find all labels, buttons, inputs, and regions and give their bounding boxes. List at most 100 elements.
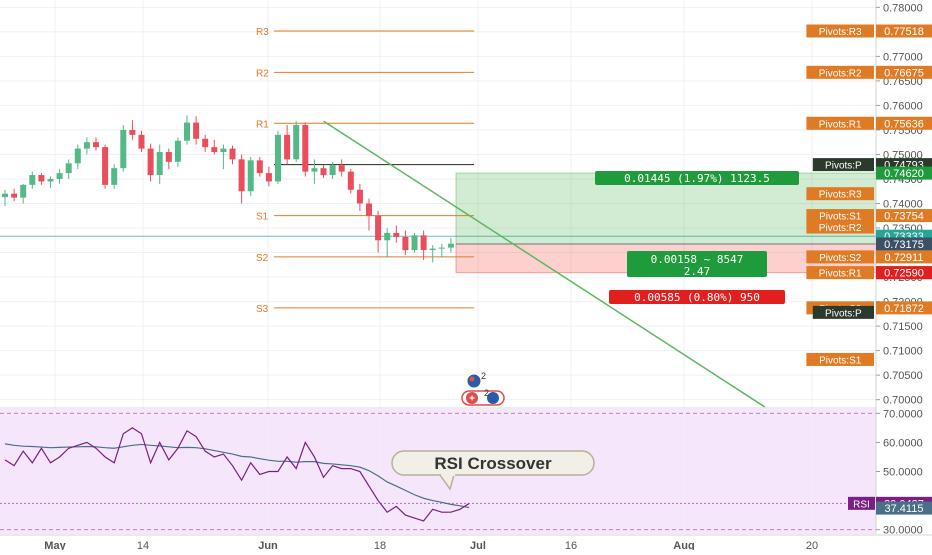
- pivot-name-tag-text: Pivots:R3: [819, 27, 862, 38]
- candle-body[interactable]: [384, 232, 391, 241]
- candle-body[interactable]: [165, 152, 172, 162]
- candle-body[interactable]: [29, 175, 36, 185]
- candle-body[interactable]: [74, 148, 81, 164]
- price-axis-label: 0.77000: [883, 51, 923, 63]
- flag-au-icon: [487, 392, 499, 404]
- pivot-name-tag-text: Pivots:S1: [819, 355, 862, 366]
- candle-body[interactable]: [420, 235, 427, 251]
- candle-body[interactable]: [65, 163, 72, 174]
- candle-body[interactable]: [256, 160, 263, 174]
- stop-label[interactable]: 0.00585 (0.80%) 950: [609, 290, 785, 304]
- candle-body[interactable]: [375, 215, 382, 241]
- price-axis-label: 0.71000: [883, 346, 923, 358]
- candle-body[interactable]: [275, 134, 281, 182]
- pivot-name-tag[interactable]: [806, 209, 874, 223]
- event-count: 2: [484, 388, 489, 398]
- candle-body[interactable]: [129, 129, 136, 135]
- candle-body[interactable]: [447, 243, 454, 248]
- candle-body[interactable]: [320, 168, 327, 176]
- candle-body[interactable]: [184, 122, 190, 141]
- rsi-axis-label: 70.0000: [883, 408, 923, 420]
- time-axis-label: 14: [137, 540, 149, 550]
- pivot-name-tag[interactable]: [806, 65, 874, 79]
- candle-body[interactable]: [238, 159, 245, 192]
- price-tag[interactable]: [876, 301, 932, 315]
- candle-body[interactable]: [356, 189, 363, 204]
- price-tag[interactable]: [876, 250, 932, 264]
- candle-body[interactable]: [156, 152, 163, 176]
- rsi-axis-label: 30.0000: [883, 525, 923, 537]
- candle-body[interactable]: [347, 171, 354, 190]
- pivot-name-tag[interactable]: [806, 24, 874, 38]
- stop-label-bg: [609, 290, 785, 304]
- candle-body[interactable]: [11, 193, 18, 198]
- candle-body[interactable]: [438, 247, 445, 249]
- candle-body[interactable]: [293, 125, 300, 160]
- pivot-name-tag-text: Pivots:R1: [819, 119, 862, 130]
- price-axis-label: 0.70500: [883, 370, 923, 382]
- candle-body[interactable]: [393, 232, 400, 237]
- candle-body[interactable]: [56, 173, 63, 179]
- candle-body[interactable]: [138, 134, 145, 149]
- candle-body[interactable]: [302, 125, 309, 172]
- candle-body[interactable]: [202, 138, 209, 148]
- candle-body[interactable]: [47, 178, 54, 182]
- candle-body[interactable]: [229, 148, 236, 160]
- candle-body[interactable]: [83, 142, 90, 149]
- rsi-value-tag: [876, 501, 932, 515]
- candle-body[interactable]: [211, 147, 218, 153]
- candle-body[interactable]: [338, 165, 345, 172]
- pivot-name-tag[interactable]: [806, 352, 874, 366]
- price-tag-text: 0.71872: [884, 303, 924, 315]
- pivot-name-tag[interactable]: [812, 305, 874, 319]
- candle-body[interactable]: [38, 175, 45, 182]
- price-tag[interactable]: [876, 237, 932, 251]
- candle-body[interactable]: [265, 173, 272, 182]
- candle-body[interactable]: [2, 193, 8, 198]
- trendline[interactable]: [323, 120, 766, 408]
- candle-body[interactable]: [174, 140, 181, 162]
- price-tag[interactable]: [876, 24, 932, 38]
- candle-body[interactable]: [220, 148, 227, 153]
- rsi-crossover-callout[interactable]: RSI Crossover: [391, 450, 595, 491]
- price-tag[interactable]: [876, 116, 932, 130]
- pivot-name-tag[interactable]: [806, 266, 874, 280]
- callout-pointer-mask: [441, 472, 455, 476]
- rsi-line[interactable]: [4, 427, 470, 522]
- callout-text: RSI Crossover: [434, 454, 552, 473]
- candle-body[interactable]: [311, 168, 318, 172]
- target-label[interactable]: 0.01445 (1.97%) 1123.5: [595, 171, 799, 185]
- event-badge[interactable]: 2: [466, 371, 486, 389]
- candle-body[interactable]: [20, 184, 27, 198]
- candle-body[interactable]: [402, 236, 409, 251]
- price-tag[interactable]: [876, 266, 932, 280]
- candle-body[interactable]: [411, 235, 418, 251]
- event-badge[interactable]: +2: [461, 388, 505, 406]
- candle-body[interactable]: [102, 147, 109, 185]
- pivot-name-tag[interactable]: [806, 250, 874, 264]
- pivot-name-tag[interactable]: [812, 158, 874, 172]
- rsi-signal-line[interactable]: [4, 443, 470, 509]
- price-tag[interactable]: [876, 65, 932, 79]
- candle-body[interactable]: [147, 148, 154, 176]
- candle-body[interactable]: [120, 129, 127, 169]
- pivot-name-tag[interactable]: [806, 187, 874, 201]
- price-tag[interactable]: [876, 209, 932, 223]
- candle-body[interactable]: [111, 168, 118, 185]
- candle-body[interactable]: [366, 203, 372, 216]
- price-axis-label: 0.74000: [883, 199, 923, 211]
- candle-body[interactable]: [284, 134, 291, 160]
- risk-reward-label-bg: [627, 251, 767, 277]
- candle-body[interactable]: [247, 160, 254, 192]
- candle-body[interactable]: [93, 142, 99, 148]
- pivot-name-tag[interactable]: [806, 116, 874, 130]
- candle-body[interactable]: [429, 248, 436, 251]
- candle-body[interactable]: [329, 165, 336, 176]
- candle-body[interactable]: [193, 122, 200, 139]
- price-tag[interactable]: [876, 166, 932, 180]
- pivot-name-tag[interactable]: [806, 220, 874, 234]
- pivot-name-tag-text: Pivots:S1: [819, 212, 862, 223]
